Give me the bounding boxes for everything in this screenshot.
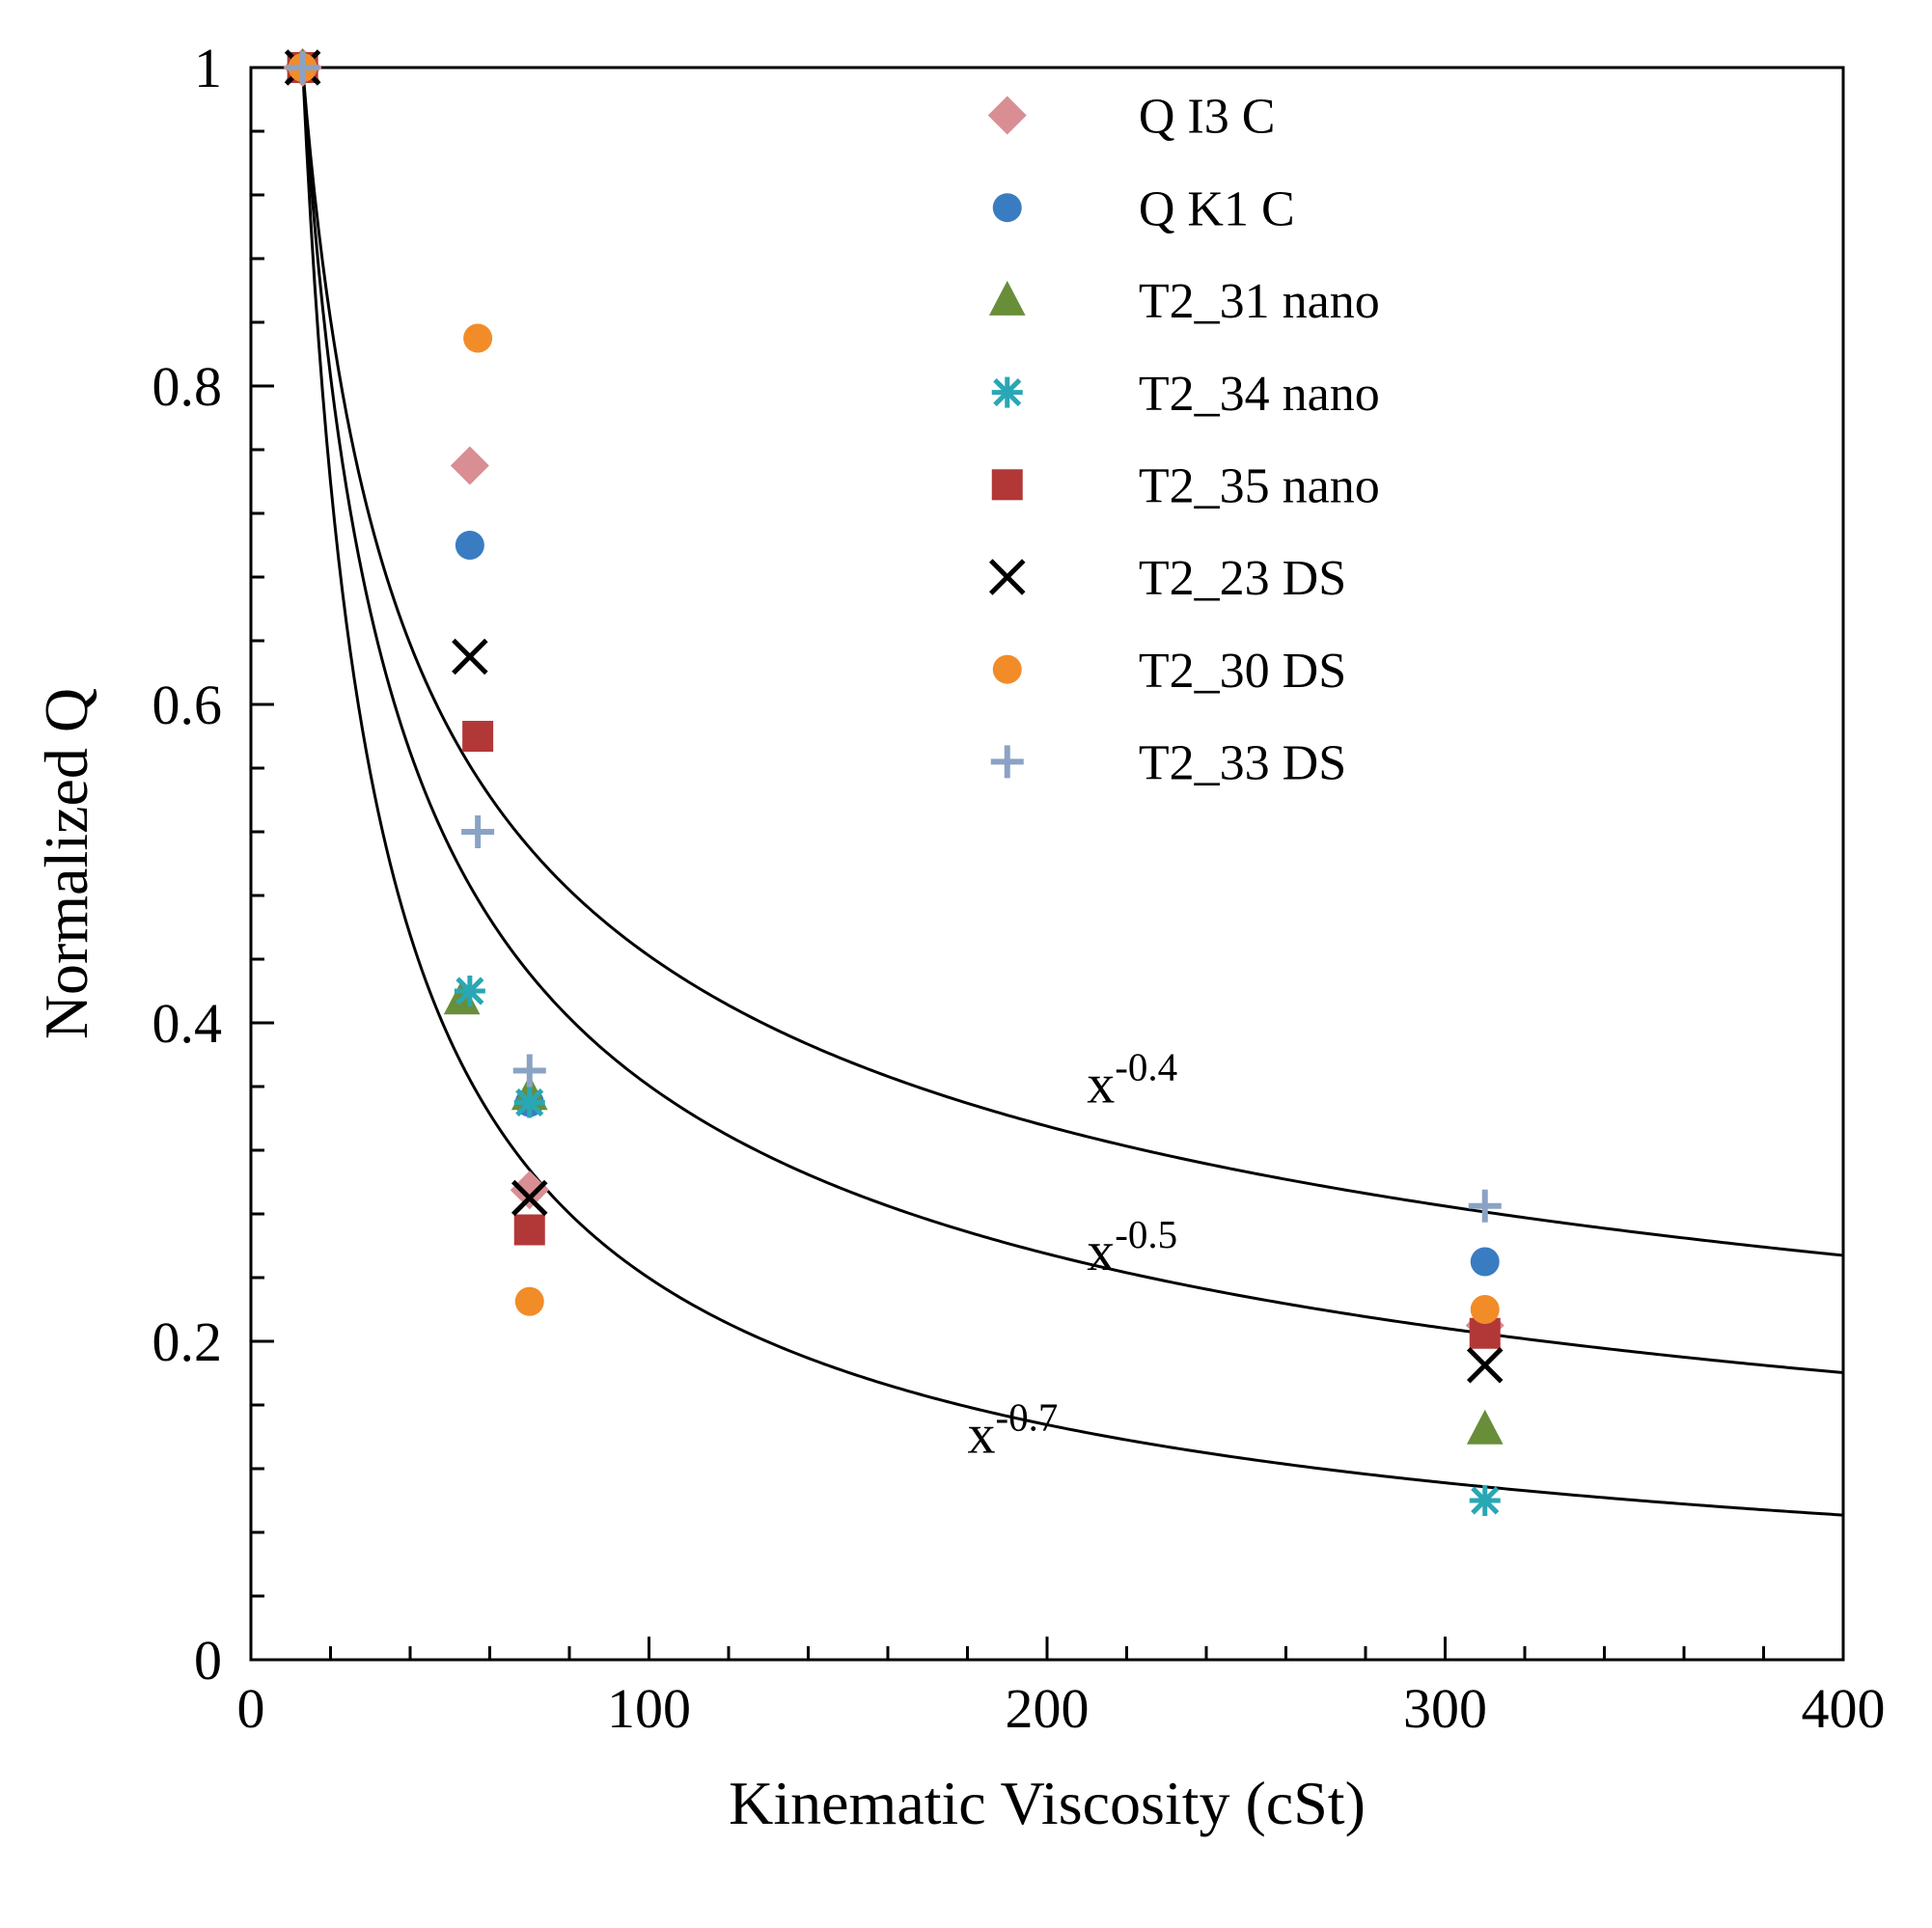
data-point xyxy=(462,721,493,752)
x-tick-label: 200 xyxy=(1006,1677,1090,1740)
x-tick-label: 300 xyxy=(1403,1677,1487,1740)
x-tick-label: 100 xyxy=(607,1677,691,1740)
legend-label: T2_34 nano xyxy=(1139,367,1380,422)
x-axis-label: Kinematic Viscosity (cSt) xyxy=(729,1769,1366,1837)
data-point xyxy=(1471,1248,1500,1277)
legend-label: T2_35 nano xyxy=(1139,459,1380,514)
x-tick-label: 400 xyxy=(1802,1677,1886,1740)
y-tick-label: 0.2 xyxy=(152,1310,223,1373)
y-tick-label: 1 xyxy=(194,37,222,99)
chart-container: 0 100 200 300 400 0 0.2 0.4 0.6 0.8 1 Kinematic Vis… xyxy=(0,0,1932,1923)
legend-marker xyxy=(992,469,1023,500)
legend-label: T2_23 DS xyxy=(1139,551,1346,606)
y-tick-label: 0 xyxy=(194,1629,222,1692)
legend-label: T2_31 nano xyxy=(1139,274,1380,329)
legend-label: Q I3 C xyxy=(1139,90,1276,145)
data-point xyxy=(1470,1485,1501,1516)
legend-label: T2_33 DS xyxy=(1139,736,1346,791)
data-point xyxy=(514,1088,545,1118)
data-point xyxy=(515,1287,544,1316)
y-tick-label: 0.6 xyxy=(152,674,223,736)
chart-svg: 0 100 200 300 400 0 0.2 0.4 0.6 0.8 1 Kinematic Vis… xyxy=(0,0,1932,1923)
x-tick-label: 0 xyxy=(237,1677,265,1740)
y-tick-label: 0.4 xyxy=(152,992,223,1055)
legend-label: T2_30 DS xyxy=(1139,644,1346,699)
legend-label: Q K1 C xyxy=(1139,181,1295,236)
data-point xyxy=(1471,1295,1500,1324)
y-tick-label: 0.8 xyxy=(152,355,223,418)
legend-marker xyxy=(993,193,1022,222)
legend-marker xyxy=(993,655,1022,684)
data-point xyxy=(463,324,492,353)
y-axis-label: Normalized Q xyxy=(32,688,100,1039)
legend-marker xyxy=(992,377,1023,408)
data-point xyxy=(455,531,484,560)
data-point xyxy=(455,976,485,1006)
data-point xyxy=(514,1215,545,1246)
